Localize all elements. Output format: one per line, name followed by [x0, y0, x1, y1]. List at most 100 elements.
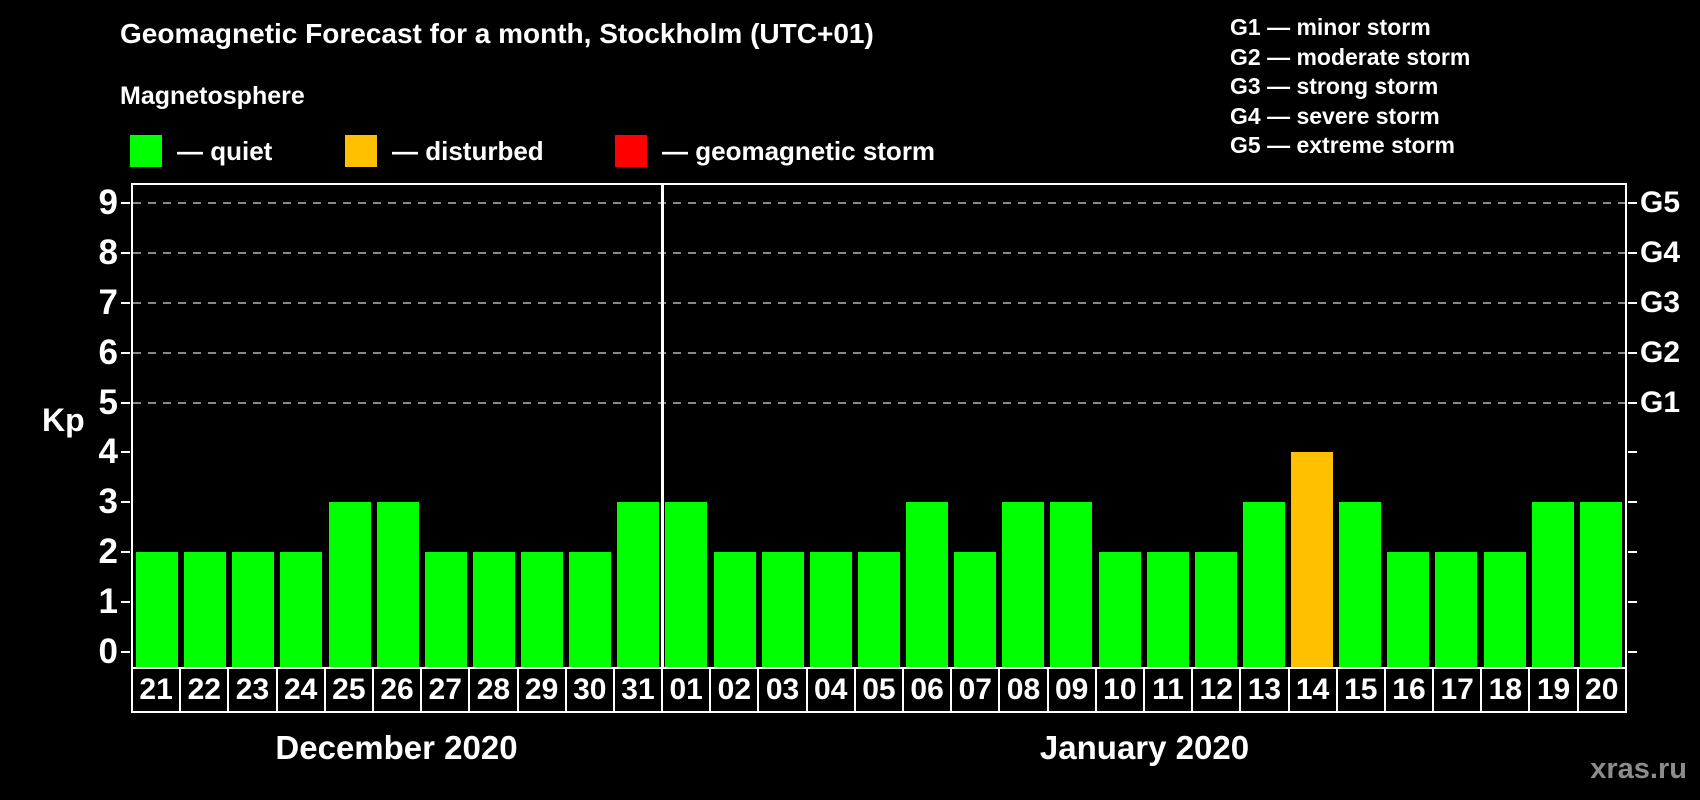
kp-bar-15 — [1339, 502, 1382, 667]
day-cell-15: 15 — [1335, 667, 1386, 713]
storm-scale-legend: G1 — minor storm G2 — moderate storm G3 — … — [1230, 13, 1470, 161]
right-axis-tick — [1628, 201, 1637, 204]
kp-bar-30 — [569, 552, 612, 667]
left-axis-tick — [121, 201, 130, 204]
y-tick-label-0: 0 — [98, 632, 118, 671]
g-level-label-G1: G1 — [1640, 385, 1681, 419]
kp-bar-28 — [472, 552, 515, 667]
right-axis-tick — [1628, 351, 1637, 354]
disturbed-swatch — [345, 135, 377, 167]
magnetosphere-subtitle: Magnetosphere — [120, 82, 305, 110]
kp-bar-17 — [1435, 552, 1478, 667]
kp-bar-12 — [1194, 552, 1237, 667]
legend-label-disturbed: — disturbed — [392, 135, 544, 166]
day-cell-07: 07 — [950, 667, 1001, 713]
legend-label-quiet: — quiet — [177, 135, 273, 166]
kp-bar-02 — [713, 552, 756, 667]
day-cell-23: 23 — [227, 667, 278, 713]
storm-legend-line-3: G3 — strong storm — [1230, 73, 1439, 99]
kp-bar-10 — [1098, 552, 1141, 667]
y-tick-label-1: 1 — [98, 582, 118, 622]
y-tick-label-4: 4 — [98, 432, 118, 472]
right-axis-tick — [1628, 651, 1637, 653]
day-cell-31: 31 — [612, 667, 664, 713]
right-axis-tick — [1628, 401, 1637, 404]
day-cell-28: 28 — [468, 667, 519, 713]
gridline-kp-7 — [133, 301, 1625, 304]
quiet-swatch — [130, 135, 162, 167]
left-axis-tick — [121, 401, 130, 404]
left-axis-tick — [121, 251, 130, 254]
legend-item-disturbed: — disturbed — [345, 135, 544, 167]
plot-area — [121, 183, 1637, 669]
legend-item-quiet: — quiet — [130, 135, 272, 167]
gridline-kp-8 — [133, 251, 1625, 254]
day-cell-30: 30 — [564, 667, 615, 713]
legend-item-geomagnetic-storm: — geomagnetic storm — [615, 135, 935, 167]
kp-bar-13 — [1242, 502, 1285, 667]
kp-bar-16 — [1387, 552, 1430, 667]
y-tick-label-7: 7 — [98, 282, 118, 322]
day-cell-06: 06 — [902, 667, 953, 713]
legend-label-geomagnetic-storm: — geomagnetic storm — [662, 135, 936, 166]
y-axis-label: Kp — [42, 402, 85, 438]
day-cell-13: 13 — [1239, 667, 1290, 713]
kp-bar-18 — [1483, 552, 1526, 667]
storm-legend-line-4: G4 — severe storm — [1230, 102, 1440, 129]
right-axis-tick — [1628, 301, 1637, 304]
watermark: xras.ru — [1590, 753, 1687, 785]
day-cell-11: 11 — [1142, 667, 1194, 713]
day-cell-02: 02 — [709, 667, 760, 713]
day-cell-14: 14 — [1287, 667, 1338, 713]
kp-bar-08 — [1002, 502, 1045, 667]
kp-bar-19 — [1531, 502, 1574, 667]
day-cell-29: 29 — [516, 667, 567, 713]
x-axis-day-labels: 21 22 23 24 25 26 27 28 29 30 31 01 02 03 04 05 06 07 08 09… — [131, 667, 1627, 713]
day-cell-25: 25 — [323, 667, 374, 713]
day-cell-16: 16 — [1383, 667, 1435, 713]
g-level-label-G5: G5 — [1640, 185, 1681, 219]
day-cell-26: 26 — [371, 667, 423, 713]
day-cell-24: 24 — [275, 667, 326, 713]
day-cell-08: 08 — [998, 667, 1049, 713]
month-label-january: January 2020 — [1039, 729, 1250, 766]
left-axis-tick — [121, 651, 130, 653]
y-tick-label-8: 8 — [98, 232, 118, 272]
kp-bar-25 — [328, 502, 371, 667]
left-axis-tick — [121, 301, 130, 304]
day-cell-04: 04 — [805, 667, 856, 713]
right-axis-tick — [1628, 501, 1637, 504]
storm-legend-line-5: G5 — extreme storm — [1230, 132, 1455, 158]
right-axis-tick — [1628, 601, 1637, 604]
kp-bar-05 — [857, 552, 900, 667]
day-cell-22: 22 — [179, 667, 230, 713]
right-axis-tick — [1628, 551, 1637, 554]
left-axis-tick — [121, 351, 130, 354]
day-cell-18: 18 — [1480, 667, 1531, 713]
g-level-label-G3: G3 — [1640, 285, 1681, 319]
kp-bar-07 — [954, 552, 997, 667]
kp-bar-04 — [809, 552, 852, 667]
gridline-kp-6 — [133, 351, 1625, 354]
y-tick-label-9: 9 — [98, 182, 118, 222]
day-cell-09: 09 — [1046, 667, 1097, 713]
gridline-kp-5 — [133, 401, 1625, 404]
y-tick-label-5: 5 — [98, 382, 118, 422]
day-cell-03: 03 — [757, 667, 808, 713]
kp-bar-01 — [665, 502, 708, 667]
g-level-label-G2: G2 — [1640, 335, 1681, 369]
left-axis-tick — [121, 601, 130, 604]
kp-bar-27 — [424, 552, 467, 667]
kp-bar-03 — [761, 552, 804, 667]
y-tick-label-6: 6 — [98, 332, 118, 372]
day-cell-05: 05 — [853, 667, 904, 713]
y-tick-label-3: 3 — [98, 482, 118, 522]
left-axis-tick — [121, 501, 130, 504]
kp-bar-11 — [1146, 552, 1189, 667]
left-axis-tick — [121, 551, 130, 554]
month-label-december: December 2020 — [275, 729, 518, 766]
kp-bar-23 — [232, 552, 275, 667]
kp-bar-26 — [376, 502, 419, 667]
day-cell-12: 12 — [1191, 667, 1242, 713]
